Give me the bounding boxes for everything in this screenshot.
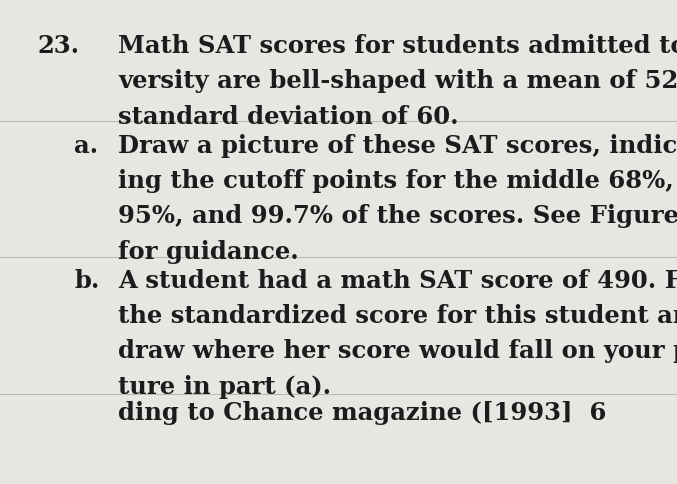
Text: b.: b. bbox=[74, 269, 100, 293]
Text: versity are bell-shaped with a mean of 520 and a: versity are bell-shaped with a mean of 5… bbox=[118, 69, 677, 93]
Text: ing the cutoff points for the middle 68%,: ing the cutoff points for the middle 68%… bbox=[118, 169, 674, 193]
Text: a.: a. bbox=[74, 134, 99, 158]
Text: ture in part (a).: ture in part (a). bbox=[118, 375, 332, 399]
Text: 95%, and 99.7% of the scores. See Figure 8.6: 95%, and 99.7% of the scores. See Figure… bbox=[118, 204, 677, 228]
Text: Draw a picture of these SAT scores, indicat-: Draw a picture of these SAT scores, indi… bbox=[118, 134, 677, 158]
Text: draw where her score would fall on your pic-: draw where her score would fall on your … bbox=[118, 339, 677, 363]
Text: 23.: 23. bbox=[37, 34, 79, 58]
Text: A student had a math SAT score of 490. Find: A student had a math SAT score of 490. F… bbox=[118, 269, 677, 293]
Text: for guidance.: for guidance. bbox=[118, 240, 299, 264]
Text: standard deviation of 60.: standard deviation of 60. bbox=[118, 105, 459, 129]
Text: Math SAT scores for students admitted to a uni-: Math SAT scores for students admitted to… bbox=[118, 34, 677, 58]
Text: ding to Chance magazine ([1993]  6: ding to Chance magazine ([1993] 6 bbox=[118, 401, 607, 425]
Text: the standardized score for this student and: the standardized score for this student … bbox=[118, 304, 677, 328]
